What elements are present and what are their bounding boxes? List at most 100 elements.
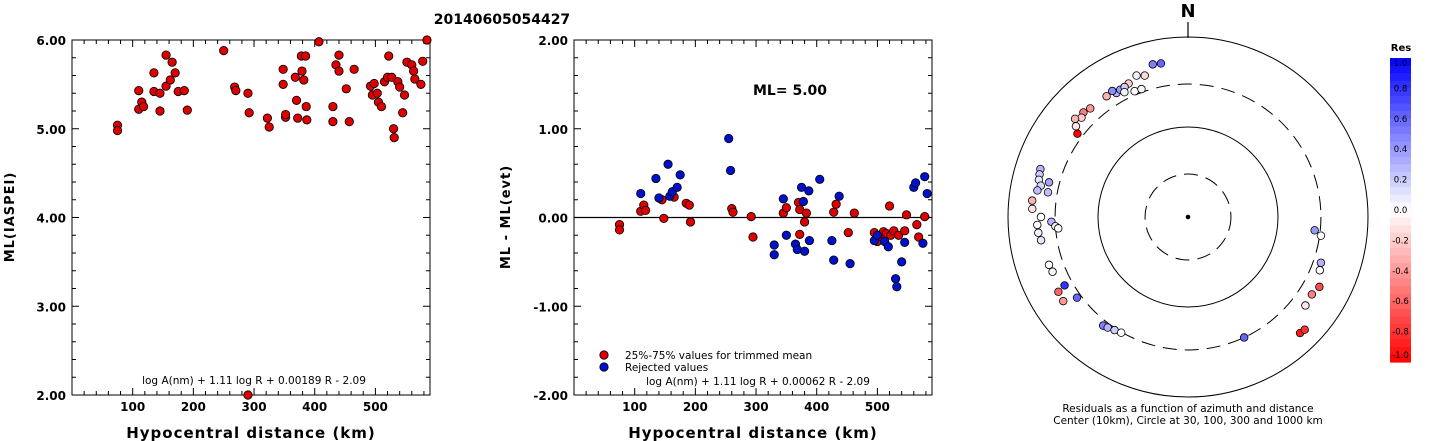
data-point: [725, 165, 736, 176]
data-point: [675, 170, 685, 180]
colorbar-tick-label: 0.2: [1394, 176, 1408, 186]
colorbar-tick-label: 0.0: [1394, 206, 1408, 216]
data-point: [149, 68, 159, 78]
data-point: [890, 274, 901, 284]
station-marker: [1033, 186, 1042, 195]
y-axis-ticks: -2.00 -1.00 0.00 1.00 2.00: [533, 34, 932, 403]
data-point: [388, 124, 399, 134]
station-marker: [1130, 86, 1139, 96]
colorbar-cell: [1390, 65, 1411, 74]
station-marker: [1044, 178, 1054, 187]
data-point: [278, 79, 288, 89]
data-point: [685, 217, 696, 227]
data-point: [796, 182, 807, 192]
colorbar-cell: [1390, 316, 1411, 325]
x-tick-label: 100: [622, 400, 647, 414]
station-marker: [1086, 104, 1095, 113]
colorbar-cell: [1390, 194, 1411, 203]
station-marker: [1137, 84, 1146, 94]
x-tick-label: 500: [865, 400, 890, 414]
x-tick-label: 100: [120, 400, 145, 414]
data-point: [290, 72, 300, 82]
data-point: [769, 240, 779, 250]
station-marker: [1301, 301, 1310, 310]
data-point: [341, 84, 351, 94]
data-point: [614, 225, 625, 235]
station-marker: [1310, 226, 1319, 235]
colorbar-cell: [1390, 248, 1411, 257]
data-point: [328, 117, 338, 127]
y-tick-label: 6.00: [36, 34, 66, 48]
data-point: [827, 235, 837, 246]
data-point: [894, 230, 904, 240]
colorbar-tick-label: -0.4: [1392, 267, 1409, 277]
colorbar-cell: [1390, 156, 1411, 165]
colorbar-cell: [1390, 80, 1411, 89]
colorbar-tick-label: -0.8: [1392, 328, 1409, 338]
y-tick-label: 5.00: [36, 123, 66, 137]
station-marker: [1120, 87, 1129, 97]
station-marker: [1036, 212, 1046, 222]
data-point: [640, 205, 651, 215]
station-markers: [1028, 59, 1326, 342]
station-marker: [1028, 204, 1037, 214]
colorbar-cell: [1390, 134, 1411, 143]
y-axis-label: ML(IASPEI): [3, 172, 18, 263]
station-marker: [1108, 86, 1117, 96]
data-point: [167, 57, 177, 67]
station-marker: [1072, 293, 1082, 302]
colorbar-title: Res: [1391, 43, 1411, 54]
station-marker: [1033, 220, 1042, 230]
distance-circle: [1144, 173, 1232, 261]
ml-value-label: ML= 5.00: [753, 83, 827, 99]
station-marker: [1103, 323, 1112, 332]
data-point: [781, 230, 791, 240]
colorbar-cell: [1390, 210, 1411, 219]
station-marker: [1307, 290, 1317, 299]
data-point: [918, 238, 928, 248]
y-axis-ticks: 2.00 3.00 4.00 5.00 6.00: [36, 34, 430, 403]
colorbar-tick-label: 0.6: [1394, 115, 1408, 125]
data-point: [219, 46, 229, 56]
data-point: [746, 212, 756, 222]
colorbar-cell: [1390, 103, 1411, 112]
data-points: [112, 35, 432, 400]
data-point: [278, 64, 288, 74]
data-point: [395, 82, 405, 92]
x-tick-label: 400: [804, 400, 829, 414]
distance-circle: [1097, 126, 1279, 308]
data-point: [161, 81, 171, 91]
data-point: [831, 199, 841, 209]
data-point: [293, 113, 303, 123]
colorbar-cell: [1390, 172, 1411, 181]
x-axis-label: Hypocentral distance (km): [628, 424, 878, 441]
colorbar-cell: [1390, 73, 1411, 82]
data-point: [884, 201, 895, 211]
y-axis-label: ML - ML(evt): [499, 165, 514, 269]
colorbar-cell: [1390, 324, 1411, 333]
data-point: [328, 101, 338, 112]
legend-marker-rejected: [599, 362, 609, 372]
station-marker: [1300, 325, 1309, 334]
north-label: N: [1180, 1, 1195, 22]
data-point: [849, 208, 859, 218]
colorbar-cell: [1390, 346, 1411, 355]
data-point: [901, 210, 912, 220]
colorbar-cell: [1390, 354, 1411, 363]
data-point: [654, 193, 664, 203]
data-point: [372, 88, 382, 98]
station-marker: [1315, 282, 1324, 292]
data-point: [302, 115, 312, 125]
data-point: [349, 64, 359, 74]
data-point: [897, 257, 907, 267]
colorbar-cell: [1390, 141, 1411, 150]
station-marker: [1059, 296, 1068, 306]
data-point: [801, 208, 811, 218]
station-marker: [1117, 328, 1126, 337]
data-point: [914, 232, 924, 242]
station-marker: [1156, 59, 1166, 68]
residual-vs-distance-chart: 100 200 300 400 500 -2.00 -1.00 0.00 1.00 2.00 M…: [499, 34, 933, 441]
x-axis-ticks: 100 200 300 400 500: [585, 40, 927, 414]
data-point: [244, 108, 254, 118]
station-marker: [1036, 236, 1046, 245]
